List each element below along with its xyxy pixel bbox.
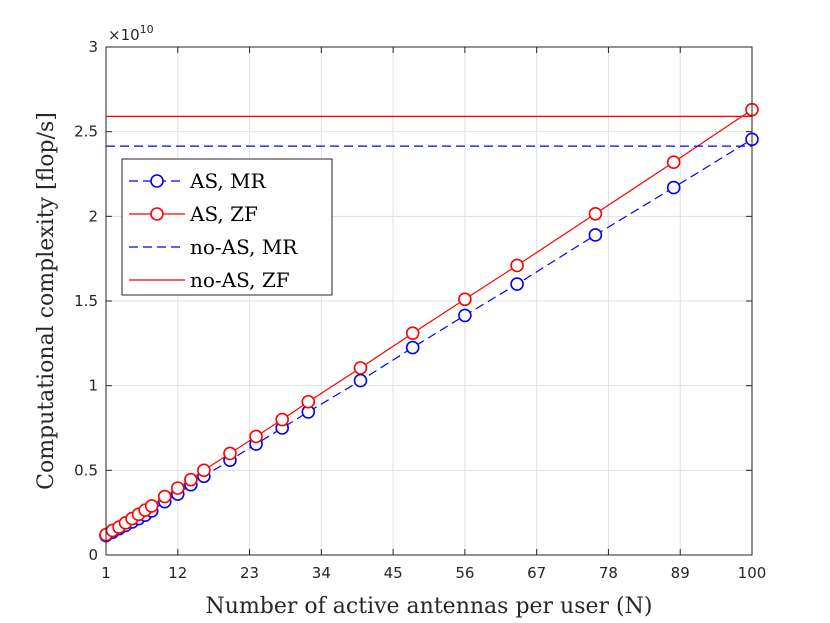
data-point-as-zf: [144, 499, 159, 513]
x-tick-label: 23: [240, 564, 259, 582]
x-tick-label: 89: [671, 564, 690, 582]
series-group: [99, 102, 759, 543]
legend-marker-as-zf: [150, 207, 164, 221]
legend-marker-as-mr: [150, 174, 164, 188]
x-tick-label: 1: [101, 564, 111, 582]
data-point-as-zf: [510, 258, 524, 273]
x-tick-label: 78: [599, 564, 618, 582]
x-tick-label: 100: [738, 564, 767, 582]
x-tick-label: 34: [312, 564, 331, 582]
data-point-as-mr: [588, 228, 603, 242]
y-axis-label: Computational complexity [flop/s]: [34, 112, 59, 490]
y-exponent-label: ×1010: [108, 23, 154, 44]
y-tick-label: 0: [88, 546, 98, 564]
data-point-as-zf: [353, 361, 368, 375]
y-tick-label: 3: [88, 38, 98, 56]
data-point-as-mr: [458, 308, 472, 323]
legend-label-as-zf: AS, ZF: [189, 202, 258, 226]
data-point-as-zf: [157, 489, 172, 504]
data-point-as-mr: [666, 180, 681, 195]
data-point-as-zf: [170, 481, 185, 495]
y-tick-label: 1: [88, 377, 98, 395]
data-point-as-zf: [249, 429, 263, 444]
y-tick-label: 0.5: [74, 461, 98, 479]
legend-label-as-mr: AS, MR: [189, 169, 267, 193]
y-tick-label: 2.5: [74, 123, 98, 141]
y-tick-label: 2: [88, 207, 98, 225]
data-point-as-mr: [510, 277, 524, 291]
data-point-as-zf: [197, 463, 211, 478]
y-tick-label: 1.5: [74, 292, 98, 310]
data-point-as-zf: [405, 326, 420, 340]
series-as-zf: [99, 102, 759, 542]
x-tick-label: 67: [527, 564, 546, 582]
data-point-as-zf: [223, 446, 237, 461]
data-point-as-zf: [301, 394, 316, 409]
data-point-as-zf: [275, 412, 289, 427]
legend: AS, MR AS, ZF no-AS, MR no-AS, ZF: [121, 158, 333, 296]
data-point-as-zf: [666, 155, 681, 169]
x-tick-label: 45: [384, 564, 403, 582]
x-tick-label: 12: [168, 564, 187, 582]
data-point-as-mr: [353, 373, 368, 388]
data-point-as-zf: [184, 472, 198, 487]
data-point-as-zf: [588, 206, 603, 221]
legend-label-no-as-mr: no-AS, MR: [190, 235, 298, 259]
legend-label-no-as-zf: no-AS, ZF: [190, 268, 290, 292]
data-point-as-mr: [405, 340, 420, 355]
x-axis-label: Number of active antennas per user (N): [206, 594, 653, 619]
x-tick-label: 56: [455, 564, 474, 582]
ticks: 1 12 23 34 45 56 67 78 89 100 0 0.5 1 1.5 2 2.5 3: [74, 38, 766, 582]
data-point-as-zf: [458, 292, 472, 307]
